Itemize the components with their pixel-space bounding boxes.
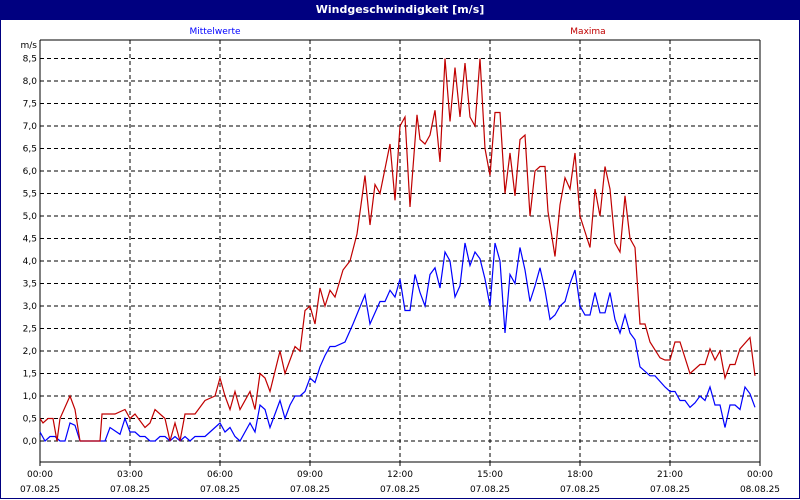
x-tick-time: 00:00 <box>747 470 773 480</box>
x-tick-date: 07.08.25 <box>380 485 420 495</box>
x-tick-date: 07.08.25 <box>290 485 330 495</box>
x-tick-date: 07.08.25 <box>110 485 150 495</box>
y-tick-label: 5,0 <box>23 212 38 222</box>
series-line-mittelwerte <box>39 242 756 442</box>
y-tick-label: 3,0 <box>23 302 38 312</box>
series-line-maxima <box>39 58 756 442</box>
window-title: Windgeschwindigkeit [m/s] <box>315 3 485 16</box>
x-tick-date: 07.08.25 <box>560 485 600 495</box>
y-tick-label: 0,0 <box>23 437 38 447</box>
y-tick-label: 7,0 <box>23 122 38 132</box>
y-tick-label: 2,0 <box>23 347 38 357</box>
x-tick-time: 09:00 <box>297 470 323 480</box>
x-tick-time: 12:00 <box>387 470 413 480</box>
legend-maxima: Maxima <box>570 27 605 37</box>
x-tick-time: 03:00 <box>117 470 143 480</box>
x-tick-time: 21:00 <box>657 470 683 480</box>
y-tick-label: 8,0 <box>23 77 38 87</box>
y-tick-label: 1,5 <box>23 370 37 380</box>
y-tick-label: 3,5 <box>23 280 37 290</box>
legend-mittelwerte: Mittelwerte <box>189 27 240 37</box>
x-tick-time: 18:00 <box>567 470 593 480</box>
x-tick-date: 07.08.25 <box>650 485 690 495</box>
y-tick-label: 2,5 <box>23 325 37 335</box>
x-tick-date: 08.08.25 <box>740 485 780 495</box>
y-tick-label: 7,5 <box>23 100 37 110</box>
x-tick-date: 07.08.25 <box>20 485 60 495</box>
x-tick-time: 15:00 <box>477 470 503 480</box>
y-tick-label: 5,5 <box>23 190 37 200</box>
y-tick-label: 8,5 <box>23 55 37 65</box>
window-title-bar: Windgeschwindigkeit [m/s] <box>0 0 800 20</box>
x-tick-time: 00:00 <box>27 470 53 480</box>
y-tick-label: 4,5 <box>23 235 37 245</box>
y-tick-label: 1,0 <box>23 392 38 402</box>
y-tick-label: 0,5 <box>23 415 37 425</box>
x-tick-date: 07.08.25 <box>470 485 510 495</box>
y-tick-label: 6,5 <box>23 145 37 155</box>
y-axis-unit-label: m/s <box>21 41 38 51</box>
y-tick-label: 6,0 <box>23 167 38 177</box>
x-tick-time: 06:00 <box>207 470 233 480</box>
y-tick-label: 4,0 <box>23 257 38 267</box>
x-tick-date: 07.08.25 <box>200 485 240 495</box>
